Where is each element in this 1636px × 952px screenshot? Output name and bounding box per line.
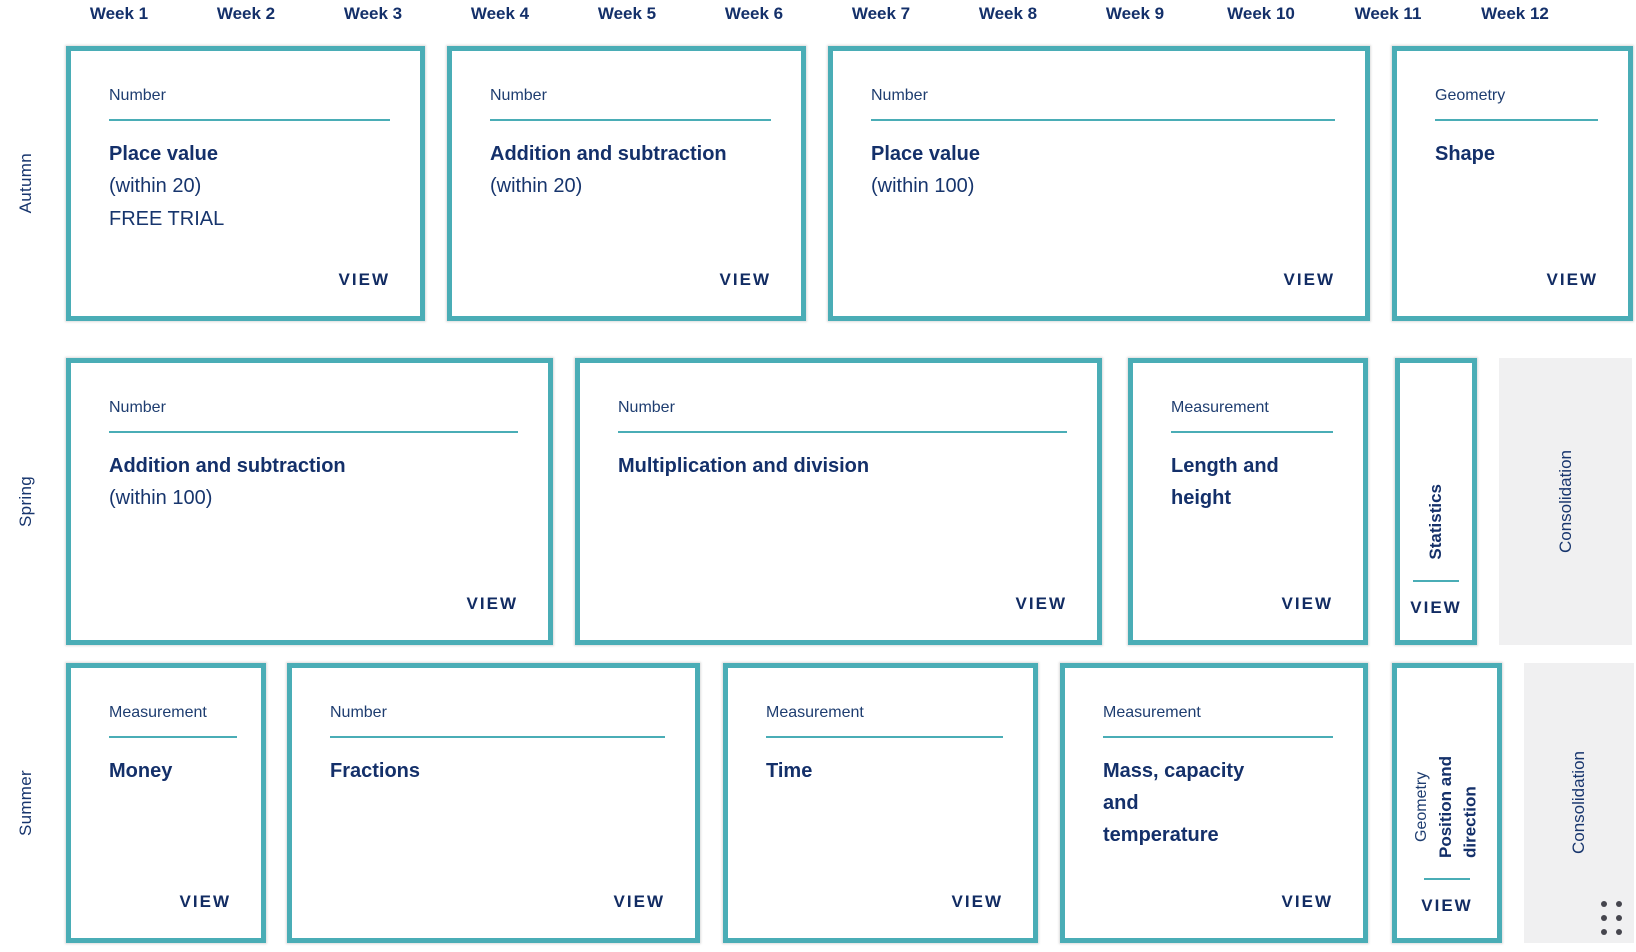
category-underline — [1413, 580, 1459, 582]
card-title: Money — [109, 760, 173, 782]
card-category: Measurement — [766, 704, 864, 721]
view-link[interactable]: VIEW — [1410, 598, 1462, 617]
row-autumn: Autumn Number Place value (within 20) FR… — [0, 46, 1636, 321]
view-link[interactable]: VIEW — [338, 270, 390, 289]
topic-card-addition-subtraction-20[interactable]: Number Addition and subtraction (within … — [447, 46, 806, 321]
view-link[interactable]: VIEW — [466, 594, 518, 613]
card-title: Time — [766, 760, 813, 782]
week-header: Week 2 — [216, 4, 276, 23]
free-trial-label: FREE TRIAL — [109, 208, 225, 230]
season-label-text: Autumn — [16, 153, 35, 214]
card-category: Geometry — [1435, 87, 1506, 104]
view-link[interactable]: VIEW — [1015, 594, 1067, 613]
topic-card-multiplication-division[interactable]: Number Multiplication and division VIEW — [575, 358, 1102, 645]
card-subtitle: (within 100) — [109, 487, 213, 509]
card-title: Multiplication and division — [618, 455, 870, 477]
topic-card-statistics[interactable]: Statistics VIEW — [1395, 358, 1477, 645]
card-title: Length and height — [1171, 455, 1279, 509]
week-header: Week 11 — [1354, 4, 1422, 23]
topic-card-place-value-100[interactable]: Number Place value (within 100) VIEW — [828, 46, 1370, 321]
category-underline — [1424, 878, 1470, 880]
topic-card-fractions[interactable]: Number Fractions VIEW — [287, 663, 700, 943]
view-link[interactable]: VIEW — [1421, 896, 1473, 915]
consolidation-panel: Consolidation — [1499, 358, 1632, 645]
category-underline — [109, 119, 390, 121]
category-underline — [1171, 431, 1333, 433]
category-underline — [330, 736, 665, 738]
view-link[interactable]: VIEW — [1281, 892, 1333, 911]
vertical-card-text: Geometry Position and direction — [1410, 756, 1483, 858]
category-underline — [618, 431, 1067, 433]
category-underline — [871, 119, 1335, 121]
topic-card-length-height[interactable]: Measurement Length and height VIEW — [1128, 358, 1368, 645]
week-header: Week 1 — [89, 4, 149, 23]
week-header: Week 7 — [851, 4, 911, 23]
season-label-spring: Spring — [6, 358, 46, 645]
topic-card-shape[interactable]: Geometry Shape VIEW — [1392, 46, 1633, 321]
card-subtitle: (within 20) — [490, 175, 583, 197]
topic-card-mass-capacity-temperature[interactable]: Measurement Mass, capacity and temperatu… — [1060, 663, 1368, 943]
view-link[interactable]: VIEW — [951, 892, 1003, 911]
card-title: Fractions — [330, 760, 421, 782]
drag-handle-icon[interactable] — [1601, 901, 1622, 935]
topic-card-place-value-20[interactable]: Number Place value (within 20) FREE TRIA… — [66, 46, 425, 321]
view-link[interactable]: VIEW — [719, 270, 771, 289]
week-header: Week 12 — [1481, 4, 1549, 23]
season-label-text: Summer — [16, 769, 35, 837]
view-link[interactable]: VIEW — [613, 892, 665, 911]
vertical-card-text: Statistics — [1424, 484, 1449, 560]
card-title: Statistics — [1425, 484, 1445, 560]
view-link[interactable]: VIEW — [1281, 594, 1333, 613]
week-header: Week 9 — [1105, 4, 1165, 23]
row-spring: Spring Number Addition and subtraction (… — [0, 358, 1636, 645]
card-category: Number — [490, 87, 547, 104]
row-summer: Summer Measurement Money VIEW Number Fra… — [0, 663, 1636, 943]
card-category: Measurement — [1103, 704, 1201, 721]
card-title: Place value — [871, 143, 980, 165]
topic-card-addition-subtraction-100[interactable]: Number Addition and subtraction (within … — [66, 358, 553, 645]
category-underline — [1435, 119, 1598, 121]
card-title: Addition and subtraction — [490, 143, 727, 165]
season-label-summer: Summer — [6, 663, 46, 943]
category-underline — [490, 119, 771, 121]
topic-card-position-direction[interactable]: Geometry Position and direction VIEW — [1392, 663, 1502, 943]
week-header: Week 4 — [470, 4, 530, 23]
card-category: Number — [871, 87, 928, 104]
consolidation-label: Consolidation — [1569, 751, 1588, 855]
view-link[interactable]: VIEW — [1283, 270, 1335, 289]
category-underline — [1103, 736, 1333, 738]
view-link[interactable]: VIEW — [1546, 270, 1598, 289]
consolidation-label: Consolidation — [1555, 449, 1575, 553]
card-category: Number — [109, 399, 166, 416]
consolidation-panel: Consolidation — [1524, 663, 1634, 943]
week-header: Week 5 — [597, 4, 657, 23]
card-title: Position and direction — [1436, 756, 1480, 858]
view-link[interactable]: VIEW — [179, 892, 231, 911]
card-category: Number — [109, 87, 166, 104]
week-header: Week 8 — [978, 4, 1038, 23]
card-title: Place value — [109, 143, 218, 165]
topic-card-time[interactable]: Measurement Time VIEW — [723, 663, 1038, 943]
card-title: Mass, capacity and temperature — [1103, 760, 1245, 846]
category-underline — [766, 736, 1003, 738]
card-subtitle: (within 20) — [109, 175, 202, 197]
topic-card-money[interactable]: Measurement Money VIEW — [66, 663, 266, 943]
card-title: Addition and subtraction — [109, 455, 346, 477]
card-category: Measurement — [109, 704, 207, 721]
category-underline — [109, 736, 237, 738]
card-subtitle: (within 100) — [871, 175, 975, 197]
week-header: Week 3 — [343, 4, 403, 23]
category-underline — [109, 431, 518, 433]
week-header: Week 6 — [724, 4, 784, 23]
card-category: Number — [330, 704, 387, 721]
card-category: Geometry — [1413, 771, 1431, 843]
week-header: Week 10 — [1227, 4, 1295, 23]
card-title: Shape — [1435, 143, 1496, 165]
card-category: Measurement — [1171, 399, 1269, 416]
card-category: Number — [618, 399, 675, 416]
season-label-text: Spring — [16, 476, 35, 527]
season-label-autumn: Autumn — [6, 46, 46, 321]
